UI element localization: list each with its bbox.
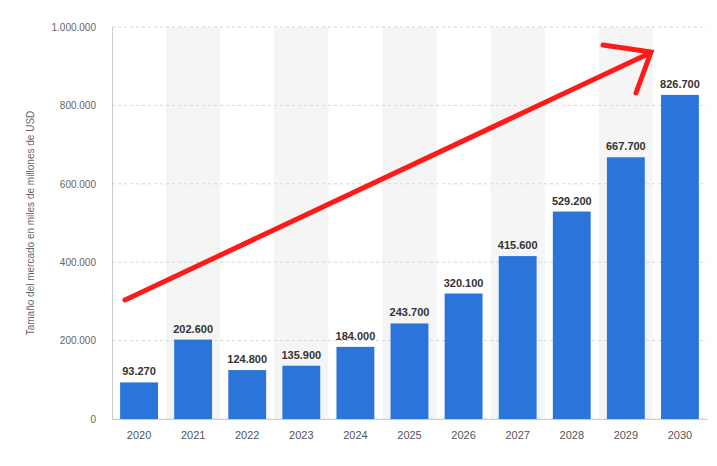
x-tick: 2021 [181, 429, 205, 441]
data-label: 826.700 [660, 78, 700, 90]
bars [120, 95, 699, 419]
bar [391, 323, 429, 419]
column-stripe [166, 27, 220, 419]
bar [499, 256, 537, 419]
grid-line [112, 27, 707, 28]
bar [120, 382, 158, 419]
y-axis-line [112, 28, 113, 420]
data-label: 202.600 [173, 323, 213, 335]
bar [445, 294, 483, 419]
bar [174, 340, 212, 419]
data-label: 415.600 [498, 239, 538, 251]
arrow-shaft [125, 53, 650, 300]
x-tick: 2027 [505, 429, 529, 441]
data-label: 135.900 [281, 349, 321, 361]
data-labels: 93.270 202.600 124.800 135.900 184.000 243.70… [122, 78, 700, 378]
y-axis-title: Tamaño del mercado en miles de millones … [25, 111, 36, 336]
bar [336, 347, 374, 419]
y-tick-label: 1.000.000 [52, 22, 97, 33]
x-tick-label: 2021 [181, 429, 205, 441]
x-tick-label: 2024 [343, 429, 367, 441]
data-label: 93.270 [122, 365, 156, 377]
data-label: 667.700 [606, 140, 646, 152]
y-tick-label: 0 [90, 414, 96, 425]
column-stripe [274, 27, 328, 419]
x-tick-label: 2027 [505, 429, 529, 441]
x-tick: 2028 [560, 429, 584, 441]
x-tick: 2020 [127, 429, 151, 441]
data-label: 320.100 [444, 277, 484, 289]
x-tick-label: 2023 [289, 429, 313, 441]
x-tick: 2030 [668, 429, 692, 441]
x-tick: 2023 [289, 429, 313, 441]
chart: 93.270 202.600 124.800 135.900 184.000 243.70… [0, 0, 717, 466]
y-tick-label: 600.000 [60, 179, 97, 190]
x-tick-label: 2029 [614, 429, 638, 441]
y-tick: 0 [90, 414, 112, 425]
bar [553, 212, 591, 419]
arrow-head [603, 45, 651, 93]
data-label: 184.000 [336, 330, 376, 342]
y-tick-label: 800.000 [60, 100, 97, 111]
bar [228, 370, 266, 419]
x-tick: 2022 [235, 429, 259, 441]
column-stripe [382, 27, 436, 419]
x-tick-label: 2030 [668, 429, 692, 441]
column-stripe [599, 27, 653, 419]
x-tick-label: 2022 [235, 429, 259, 441]
x-tick: 2026 [451, 429, 475, 441]
y-tick: 800.000 [60, 100, 112, 111]
bar [661, 95, 699, 419]
x-tick: 2025 [397, 429, 421, 441]
column-stripe [491, 27, 545, 419]
x-tick-label: 2028 [560, 429, 584, 441]
y-tick: 1.000.000 [52, 22, 113, 33]
grid [112, 27, 707, 419]
data-label: 529.200 [552, 195, 592, 207]
y-tick: 400.000 [60, 257, 112, 268]
x-tick: 2024 [343, 429, 367, 441]
bar [282, 366, 320, 419]
y-axis: 0 200.000 400.000 600.000 800.000 1.000.000 [52, 22, 113, 425]
y-tick: 200.000 [60, 335, 112, 346]
data-label: 124.800 [227, 353, 267, 365]
x-tick-label: 2026 [451, 429, 475, 441]
y-tick-label: 400.000 [60, 257, 97, 268]
x-tick: 2029 [614, 429, 638, 441]
x-tick-label: 2025 [397, 429, 421, 441]
y-tick: 600.000 [60, 179, 112, 190]
y-tick-label: 200.000 [60, 335, 97, 346]
x-axis-line [113, 419, 708, 420]
grid-line [112, 105, 707, 106]
x-axis: 2020 2021 2022 2023 2024 2025 2026 2027 2028 2029… [113, 420, 708, 441]
bar [607, 157, 645, 419]
trend-arrow [125, 45, 651, 300]
data-label: 243.700 [390, 306, 430, 318]
x-tick-label: 2020 [127, 429, 151, 441]
